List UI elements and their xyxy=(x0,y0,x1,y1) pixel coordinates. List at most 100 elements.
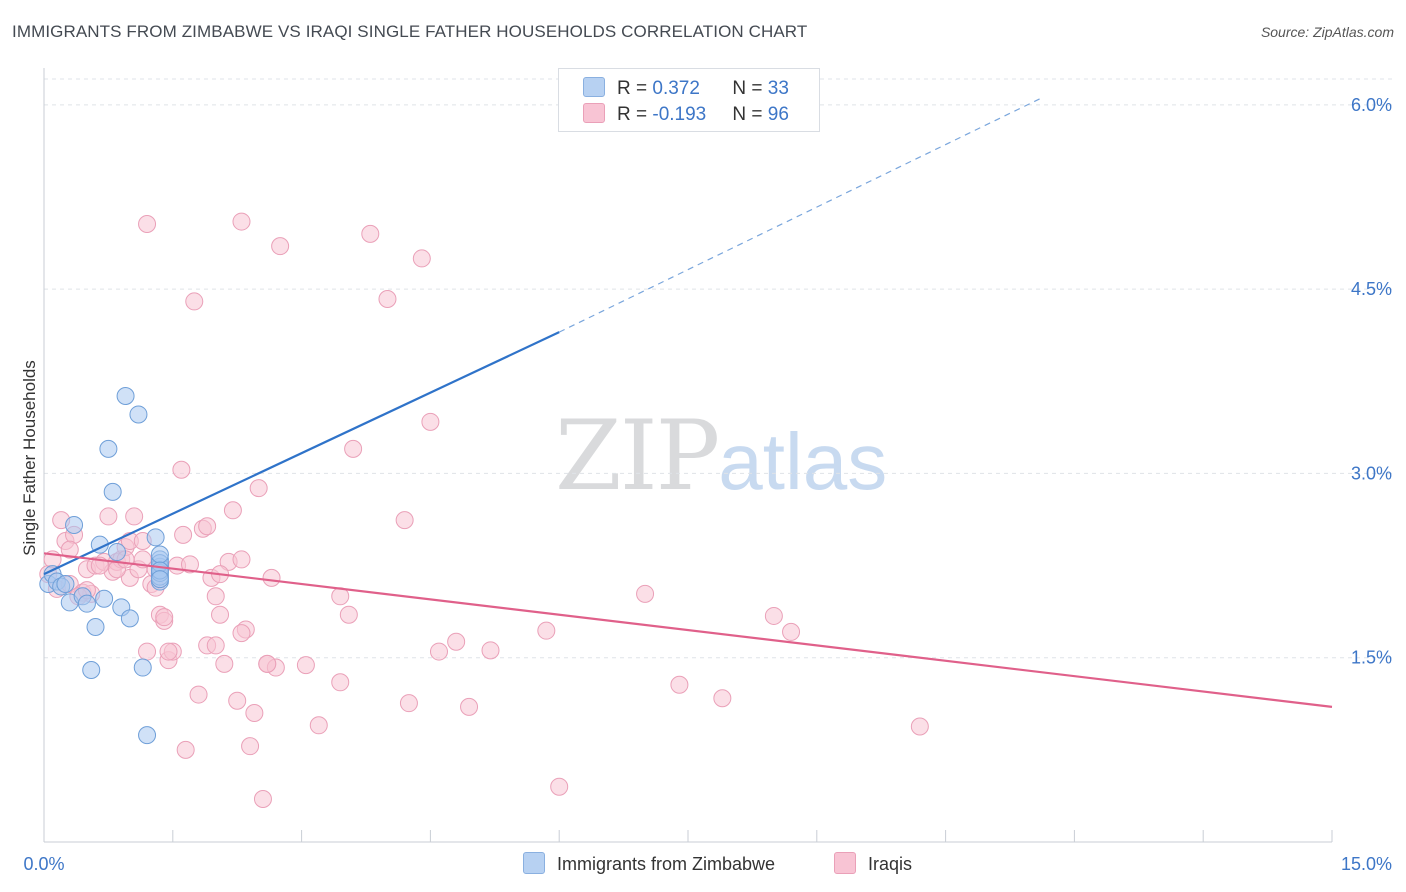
bottom-legend-label-iraqis: Iraqis xyxy=(868,854,913,874)
point-iraqis xyxy=(537,621,556,640)
point-zimbabwe xyxy=(82,661,101,679)
point-iraqis xyxy=(309,716,328,735)
point-iraqis xyxy=(232,550,251,569)
legend-n-label: N = xyxy=(732,104,768,125)
bottom-legend-iraqis: Iraqis xyxy=(834,852,912,875)
point-iraqis xyxy=(138,215,157,234)
point-zimbabwe xyxy=(56,575,75,593)
point-iraqis xyxy=(241,737,260,756)
point-iraqis xyxy=(636,584,655,603)
legend-n-label: N = xyxy=(732,78,768,99)
y-axis-label: Single Father Households xyxy=(20,360,39,556)
point-iraqis xyxy=(223,501,242,520)
point-zimbabwe xyxy=(65,516,84,535)
point-iraqis xyxy=(228,691,247,710)
point-iraqis xyxy=(378,289,397,308)
point-iraqis xyxy=(60,540,79,559)
point-iraqis xyxy=(253,790,272,808)
point-iraqis xyxy=(399,694,418,713)
legend-n-value: 96 xyxy=(767,104,789,125)
point-iraqis xyxy=(331,673,350,692)
point-iraqis xyxy=(296,656,315,675)
legend-n-value: 33 xyxy=(767,78,789,99)
point-iraqis xyxy=(481,641,500,660)
x-tick-label: 0.0% xyxy=(23,854,64,874)
point-iraqis xyxy=(258,654,277,673)
point-zimbabwe xyxy=(133,658,152,677)
point-iraqis xyxy=(99,507,118,526)
source-label: Source: ZipAtlas.com xyxy=(1260,24,1394,40)
y-tick-label: 4.5% xyxy=(1351,279,1392,299)
point-iraqis xyxy=(189,685,208,704)
trendline-zimbabwe-extension xyxy=(558,98,1041,333)
point-iraqis xyxy=(172,460,191,479)
legend-swatch-zimbabwe xyxy=(583,77,605,97)
point-iraqis xyxy=(206,636,225,655)
chart-title: IMMIGRANTS FROM ZIMBABWE VS IRAQI SINGLE… xyxy=(12,22,808,41)
point-zimbabwe xyxy=(138,726,157,745)
point-iraqis xyxy=(764,606,783,625)
point-iraqis xyxy=(198,517,217,536)
point-iraqis xyxy=(395,511,414,530)
point-iraqis xyxy=(159,642,178,661)
point-iraqis xyxy=(180,555,199,574)
point-iraqis xyxy=(910,717,929,736)
point-iraqis xyxy=(232,624,251,643)
point-iraqis xyxy=(138,642,157,661)
legend-r-value: -0.193 xyxy=(652,104,707,125)
point-zimbabwe xyxy=(99,439,118,458)
point-zimbabwe xyxy=(77,594,96,613)
point-zimbabwe xyxy=(150,545,169,564)
legend-swatch-iraqis xyxy=(583,103,605,123)
legend-r-value: 0.372 xyxy=(652,78,700,99)
y-tick-label: 6.0% xyxy=(1351,95,1392,115)
watermark-zip: ZIP xyxy=(555,400,720,512)
legend-r-label: R = xyxy=(617,78,653,99)
point-zimbabwe xyxy=(95,589,114,608)
trendline-iraqis xyxy=(43,552,1333,708)
point-iraqis xyxy=(782,622,801,641)
point-iraqis xyxy=(421,412,440,431)
point-iraqis xyxy=(339,605,358,624)
point-iraqis xyxy=(211,605,230,624)
point-iraqis xyxy=(206,587,225,606)
trendline-zimbabwe xyxy=(43,331,560,576)
point-iraqis xyxy=(447,632,466,651)
point-iraqis xyxy=(155,608,174,627)
x-tick-label: 15.0% xyxy=(1341,854,1392,874)
point-iraqis xyxy=(460,697,479,716)
point-zimbabwe xyxy=(150,570,169,589)
point-zimbabwe xyxy=(103,482,122,501)
point-iraqis xyxy=(361,224,380,243)
point-iraqis xyxy=(271,237,290,256)
point-iraqis xyxy=(232,212,251,231)
stats-legend: R = 0.372 N = 33 R = -0.193 N = 96 xyxy=(558,68,820,132)
point-iraqis xyxy=(245,704,264,722)
point-iraqis xyxy=(249,479,268,498)
point-iraqis xyxy=(174,525,193,544)
point-iraqis xyxy=(670,675,689,694)
bottom-legend-zimbabwe: Immigrants from Zimbabwe xyxy=(523,852,775,875)
point-iraqis xyxy=(344,439,363,458)
legend-row-zimbabwe: R = 0.372 N = 33 xyxy=(583,77,789,101)
bottom-legend-swatch-iraqis xyxy=(834,852,856,874)
watermark-atlas: atlas xyxy=(718,417,888,506)
point-zimbabwe xyxy=(129,405,148,424)
point-zimbabwe xyxy=(107,543,126,562)
point-iraqis xyxy=(412,249,431,268)
watermark: ZIPatlas xyxy=(555,400,887,512)
legend-row-iraqis: R = -0.193 N = 96 xyxy=(583,103,789,127)
point-iraqis xyxy=(713,689,732,708)
point-zimbabwe xyxy=(116,387,135,406)
legend-r-label: R = xyxy=(617,104,653,125)
bottom-legend-swatch-zimbabwe xyxy=(523,852,545,874)
point-iraqis xyxy=(215,654,234,673)
point-zimbabwe xyxy=(86,618,105,636)
y-tick-label: 1.5% xyxy=(1351,648,1392,668)
point-iraqis xyxy=(262,568,281,587)
y-tick-label: 3.0% xyxy=(1351,463,1392,483)
point-zimbabwe xyxy=(146,528,165,547)
point-iraqis xyxy=(550,777,569,796)
point-iraqis xyxy=(429,642,448,661)
point-iraqis xyxy=(185,292,204,311)
